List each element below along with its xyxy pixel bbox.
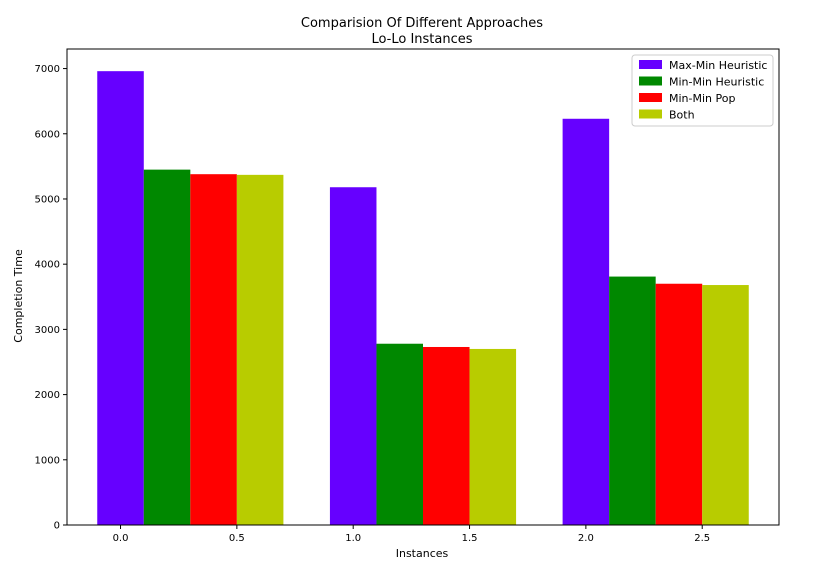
x-axis-label: Instances (396, 547, 449, 560)
legend-swatch (639, 109, 662, 119)
bar-series-0-group-2 (562, 118, 610, 526)
legend-swatch (639, 76, 662, 86)
y-tick-label: 5000 (35, 194, 60, 205)
y-tick-label: 6000 (35, 129, 60, 140)
bar-series-3-group-0 (236, 174, 284, 525)
y-tick-label: 7000 (35, 64, 60, 75)
bar-series-0-group-0 (97, 71, 144, 526)
bar-series-1-group-2 (609, 276, 656, 525)
x-tick-label: 2.5 (694, 533, 710, 544)
x-tick-label: 0.5 (229, 533, 245, 544)
bar-series-2-group-1 (423, 346, 470, 525)
plot-frame (66, 48, 780, 526)
x-tick-label: 2.0 (578, 533, 594, 544)
bar-series-1-group-0 (143, 169, 191, 525)
legend-label: Min-Min Pop (669, 92, 735, 105)
bar-series-3-group-2 (702, 285, 749, 525)
x-tick-label: 0.0 (113, 533, 129, 544)
y-axis-label: Completion Time (12, 249, 25, 343)
bars-group (97, 71, 749, 526)
x-tick-label: 1.5 (462, 533, 478, 544)
legend-swatch (639, 60, 662, 69)
legend-label: Max-Min Heuristic (669, 59, 767, 72)
y-axis-ticks: 0 1000 2000 3000 4000 5000 6000 7000 (35, 64, 67, 532)
y-tick-label: 1000 (35, 455, 60, 466)
legend-label: Min-Min Heuristic (669, 76, 764, 89)
legend-box (631, 54, 774, 127)
chart-title: Comparision Of Different Approaches (301, 16, 543, 31)
y-tick-label: 2000 (35, 390, 60, 401)
y-tick-label: 0 (54, 521, 60, 532)
bar-series-0-group-1 (329, 187, 377, 526)
x-axis-ticks: 0.0 0.5 1.0 1.5 2.0 2.5 (113, 525, 710, 544)
y-tick-label: 3000 (35, 325, 60, 336)
legend-swatch (639, 93, 662, 102)
x-tick-label: 1.0 (345, 533, 361, 544)
y-tick-label: 4000 (35, 260, 60, 271)
chart-subtitle: Lo-Lo Instances (371, 32, 472, 47)
bar-series-1-group-1 (376, 343, 423, 525)
bar-series-2-group-2 (655, 283, 703, 525)
legend: Max-Min Heuristic Min-Min Heuristic Min-Mi… (631, 54, 774, 127)
bar-series-2-group-0 (190, 174, 237, 525)
legend-label: Both (669, 109, 695, 122)
bar-series-3-group-1 (469, 348, 517, 525)
